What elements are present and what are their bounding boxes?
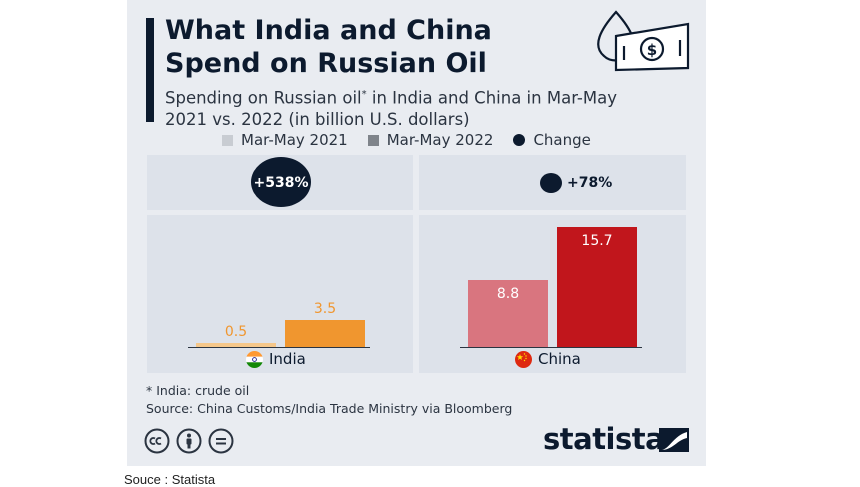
subtitle-footnote-mark: *	[361, 89, 367, 100]
source-note: Source: China Customs/India Trade Minist…	[146, 401, 513, 416]
legend-label-2021: Mar-May 2021	[241, 131, 348, 149]
india-bars-panel	[147, 215, 413, 373]
legend-dot-change	[513, 134, 526, 146]
legend-item-change: Change	[513, 131, 591, 149]
subtitle-part-2: in India and China in Mar-May	[366, 88, 617, 108]
bar-india-2021	[196, 343, 276, 347]
chart-subtitle: Spending on Russian oil* in India and Ch…	[165, 84, 685, 130]
chart-title: What India and China Spend on Russian Oi…	[165, 14, 585, 80]
title-line-2: Spend on Russian Oil	[165, 48, 487, 79]
bar-india-2022	[285, 320, 365, 347]
subtitle-line-2: 2021 vs. 2022 (in billion U.S. dollars)	[165, 109, 470, 129]
oil-money-icon: $	[597, 10, 690, 72]
title-accent-bar	[146, 18, 154, 122]
brand-logo-icon	[659, 428, 689, 452]
china-flag-icon	[515, 350, 532, 368]
country-name-china: China	[538, 350, 581, 368]
india-change-bubble	[251, 157, 311, 207]
china-change-label: +78%	[567, 175, 613, 191]
attribution-person-icon	[176, 428, 202, 454]
bar-china-2022	[557, 227, 637, 347]
country-label-china: China	[515, 350, 581, 368]
footnote: * India: crude oil	[146, 383, 250, 398]
svg-text:$: $	[647, 41, 657, 59]
china-bars-panel	[419, 215, 686, 373]
legend-label-2022: Mar-May 2022	[386, 131, 494, 149]
subtitle-part-1: Spending on Russian oil	[165, 88, 362, 108]
legend-item-2022: Mar-May 2022	[367, 131, 494, 149]
creative-commons-icon	[144, 428, 170, 454]
no-derivatives-icon	[208, 428, 234, 454]
chart-legend: Mar-May 2021 Mar-May 2022 Change	[222, 129, 611, 151]
country-label-india: India	[246, 350, 306, 368]
legend-swatch-2021	[222, 134, 233, 146]
india-change-label: +538%	[253, 175, 309, 191]
india-flag-icon	[246, 350, 263, 368]
china-baseline	[460, 347, 642, 348]
brand-logo-text: statista	[543, 422, 665, 456]
china-change-bubble	[540, 173, 562, 193]
legend-label-change: Change	[533, 131, 591, 149]
legend-swatch-2022	[367, 134, 379, 146]
value-label-china-2022: 15.7	[581, 233, 613, 249]
value-label-india-2022: 3.5	[313, 301, 337, 318]
title-line-1: What India and China	[165, 15, 492, 46]
legend-item-2021: Mar-May 2021	[222, 131, 348, 149]
license-icons	[144, 428, 240, 454]
image-source-caption: Souce : Statista	[124, 472, 216, 487]
value-label-india-2021: 0.5	[224, 324, 248, 341]
value-label-china-2021: 8.8	[496, 285, 520, 302]
country-name-india: India	[269, 350, 306, 368]
chart-notes: * India: crude oil Source: China Customs…	[146, 382, 686, 418]
bar-china-2021	[468, 279, 548, 347]
india-baseline	[188, 347, 370, 348]
